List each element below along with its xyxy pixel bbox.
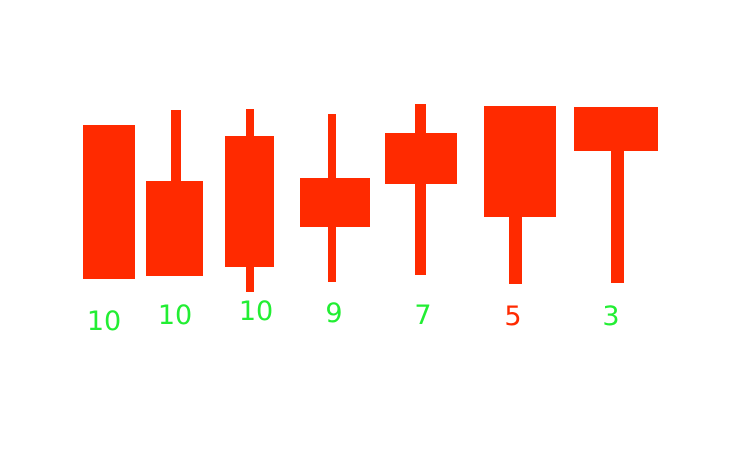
candle-4-label: 9 xyxy=(325,298,343,329)
candle-6-wick xyxy=(509,216,522,284)
candle-6-label: 5 xyxy=(504,301,522,332)
candle-3-label: 10 xyxy=(238,296,274,327)
candle-2-body xyxy=(146,181,203,276)
candle-5-body xyxy=(385,133,457,184)
candle-3-body xyxy=(225,136,274,267)
candle-7-body xyxy=(574,107,658,151)
candle-5-wick xyxy=(415,104,426,275)
candle-1-label: 10 xyxy=(86,306,122,337)
candle-2-label: 10 xyxy=(157,300,193,331)
candle-7-wick xyxy=(611,150,624,283)
candle-2-wick xyxy=(171,110,181,182)
candle-4-body xyxy=(300,178,370,227)
candle-6-body xyxy=(484,106,556,217)
candle-1-body xyxy=(83,125,135,279)
candle-7-label: 3 xyxy=(602,301,620,332)
candle-5-label: 7 xyxy=(414,300,432,331)
